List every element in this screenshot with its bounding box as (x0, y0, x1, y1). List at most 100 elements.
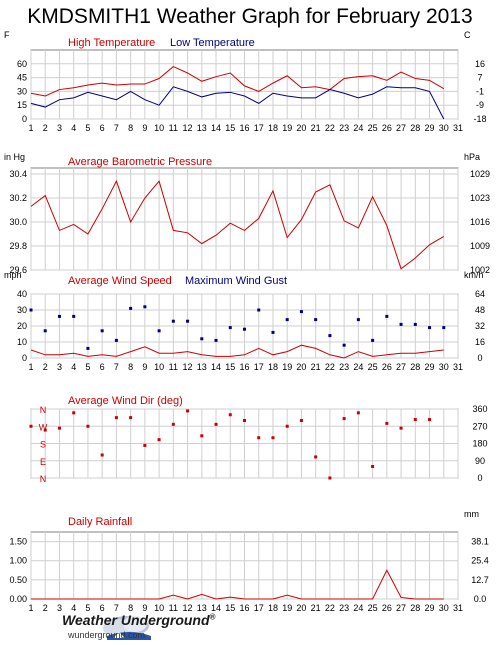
right-unit-label: hPa (464, 152, 480, 162)
x-tick-label: 7 (114, 123, 119, 133)
x-tick-label: 25 (368, 123, 378, 133)
data-point (129, 416, 133, 420)
y-tick-label: 40 (17, 289, 27, 299)
x-tick-label: 18 (268, 123, 278, 133)
x-tick-label: 11 (169, 123, 178, 133)
x-tick-label: 15 (225, 603, 235, 613)
data-point (186, 319, 190, 323)
x-tick-label: 21 (311, 123, 321, 133)
x-tick-label: 2 (43, 123, 48, 133)
legend-label: Maximum Wind Gust (185, 275, 287, 287)
data-point (257, 308, 261, 312)
right-unit-label: mm (464, 509, 479, 519)
x-tick-label: 26 (382, 603, 392, 613)
x-tick-label: 19 (282, 603, 292, 613)
x-tick-label: 29 (425, 362, 435, 372)
series-line (30, 86, 445, 120)
right-tick-label: 1009 (470, 241, 490, 251)
right-tick-label: 1023 (470, 193, 490, 203)
data-point (72, 411, 76, 415)
right-tick-label: 270 (472, 421, 487, 431)
x-tick-label: 20 (296, 123, 306, 133)
weather-underground-logo (103, 616, 151, 640)
x-tick-label: 15 (225, 362, 235, 372)
right-tick-label: 7 (477, 73, 482, 83)
x-tick-label: 24 (353, 603, 363, 613)
right-tick-label: 0 (477, 473, 482, 483)
data-point (442, 326, 446, 330)
data-point (114, 416, 118, 420)
x-tick-label: 19 (282, 123, 292, 133)
x-tick-label: 11 (169, 603, 178, 613)
x-tick-label: 30 (439, 123, 449, 133)
right-tick-label: 48 (475, 305, 485, 315)
x-tick-label: 3 (57, 362, 62, 372)
data-point (129, 306, 133, 310)
right-tick-label: 1016 (470, 217, 490, 227)
data-point (57, 426, 61, 430)
x-tick-label: 23 (339, 362, 349, 372)
x-tick-label: 4 (71, 362, 76, 372)
x-tick-label: 5 (85, 603, 90, 613)
x-tick-label: 3 (57, 123, 62, 133)
x-tick-label: 6 (100, 603, 105, 613)
brand-name: Weather Underground® (62, 612, 216, 628)
y-tick-label: 1.50 (9, 537, 27, 547)
data-point (399, 426, 403, 430)
x-tick-label: 14 (211, 123, 221, 133)
legend-label: Average Wind Dir (deg) (68, 395, 183, 407)
x-tick-label: 19 (282, 362, 292, 372)
x-tick-label: 12 (183, 362, 193, 372)
y-tick-label: 0 (22, 114, 27, 124)
data-point (271, 436, 275, 440)
x-tick-label: 26 (382, 362, 392, 372)
x-tick-label: 14 (211, 362, 221, 372)
y-tick-label: 29.8 (9, 241, 27, 251)
series-line (30, 65, 445, 97)
data-point (413, 418, 417, 422)
x-tick-label: 28 (410, 362, 420, 372)
x-tick-label: 27 (396, 362, 406, 372)
left-unit-label: mph (4, 270, 22, 280)
x-tick-label: 23 (339, 123, 349, 133)
y-tick-label: 0.50 (9, 575, 27, 585)
x-tick-label: 31 (453, 362, 463, 372)
legend-label: Average Wind Speed (68, 275, 172, 287)
data-point (314, 318, 318, 322)
data-point (243, 419, 246, 422)
x-tick-label: 27 (396, 123, 406, 133)
x-tick-label: 13 (197, 603, 207, 613)
data-point (157, 438, 161, 442)
x-tick-label: 26 (382, 123, 392, 133)
compass-tick-label: N (40, 474, 47, 484)
data-point (285, 424, 289, 428)
data-point (271, 330, 275, 334)
data-point (200, 434, 204, 438)
data-point (114, 338, 118, 342)
y-tick-label: 10 (17, 337, 27, 347)
x-tick-label: 20 (296, 603, 306, 613)
x-tick-label: 6 (100, 362, 105, 372)
x-tick-label: 10 (154, 123, 164, 133)
right-tick-label: -1 (476, 86, 484, 96)
data-point (328, 334, 332, 338)
data-point (228, 413, 232, 417)
x-tick-label: 10 (154, 603, 164, 613)
y-tick-label: 0.00 (9, 594, 27, 604)
x-tick-label: 6 (100, 123, 105, 133)
right-tick-label: 16 (475, 337, 485, 347)
y-tick-label: 20 (17, 321, 27, 331)
series-line (31, 569, 444, 600)
data-point (342, 417, 346, 421)
data-point (228, 326, 232, 330)
y-tick-label: 30 (17, 305, 27, 315)
brand-url: wunderground.com (68, 630, 146, 640)
data-point (214, 338, 218, 342)
y-tick-label: 15 (17, 100, 27, 110)
x-tick-label: 31 (453, 123, 463, 133)
data-point (356, 318, 360, 322)
x-tick-label: 14 (211, 603, 221, 613)
right-tick-label: 32 (475, 321, 485, 331)
x-tick-label: 4 (71, 603, 76, 613)
